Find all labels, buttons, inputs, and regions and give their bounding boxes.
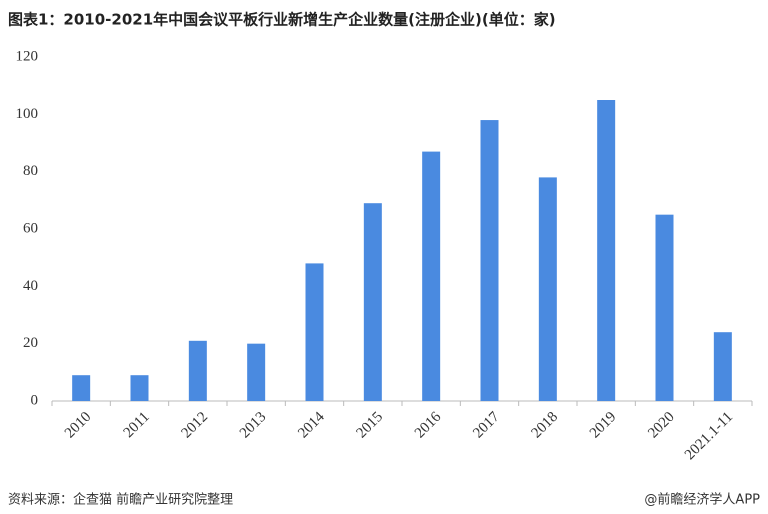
credit-note: @前瞻经济学人APP xyxy=(644,492,760,508)
x-tick-label: 2013 xyxy=(237,409,270,442)
x-tick-label: 2019 xyxy=(587,409,620,442)
bar xyxy=(422,151,441,401)
chart-title: 图表1：2010-2021年中国会议平板行业新增生产企业数量(注册企业)(单位：… xyxy=(8,11,556,29)
bar xyxy=(713,332,732,401)
bar xyxy=(655,214,674,401)
y-tick-label: 0 xyxy=(31,392,39,408)
x-tick-label: 2016 xyxy=(412,409,445,442)
x-tick-label: 2018 xyxy=(529,409,562,442)
source-note: 资料来源：企查猫 前瞻产业研究院整理 xyxy=(8,492,233,508)
bar xyxy=(538,177,557,401)
y-tick-label: 80 xyxy=(23,163,38,179)
bar xyxy=(72,375,91,401)
bar xyxy=(363,203,382,401)
bar xyxy=(247,343,266,401)
x-tick-label: 2021.1-11 xyxy=(682,409,736,463)
x-tick-label: 2020 xyxy=(645,409,678,442)
x-tick-label: 2014 xyxy=(295,409,328,442)
bar xyxy=(305,263,324,401)
x-tick-label: 2017 xyxy=(470,409,503,442)
y-tick-label: 60 xyxy=(23,220,38,236)
y-tick-label: 120 xyxy=(16,48,39,64)
y-tick-label: 40 xyxy=(23,278,38,294)
x-tick-label: 2012 xyxy=(179,409,212,442)
x-tick-label: 2015 xyxy=(354,409,387,442)
bar xyxy=(130,375,149,401)
bar xyxy=(480,120,499,402)
bar xyxy=(597,100,616,401)
y-tick-label: 20 xyxy=(23,335,38,351)
x-tick-label: 2011 xyxy=(121,409,153,441)
x-tick-label: 2010 xyxy=(62,409,95,442)
bar xyxy=(188,340,207,401)
y-tick-label: 100 xyxy=(16,106,39,122)
